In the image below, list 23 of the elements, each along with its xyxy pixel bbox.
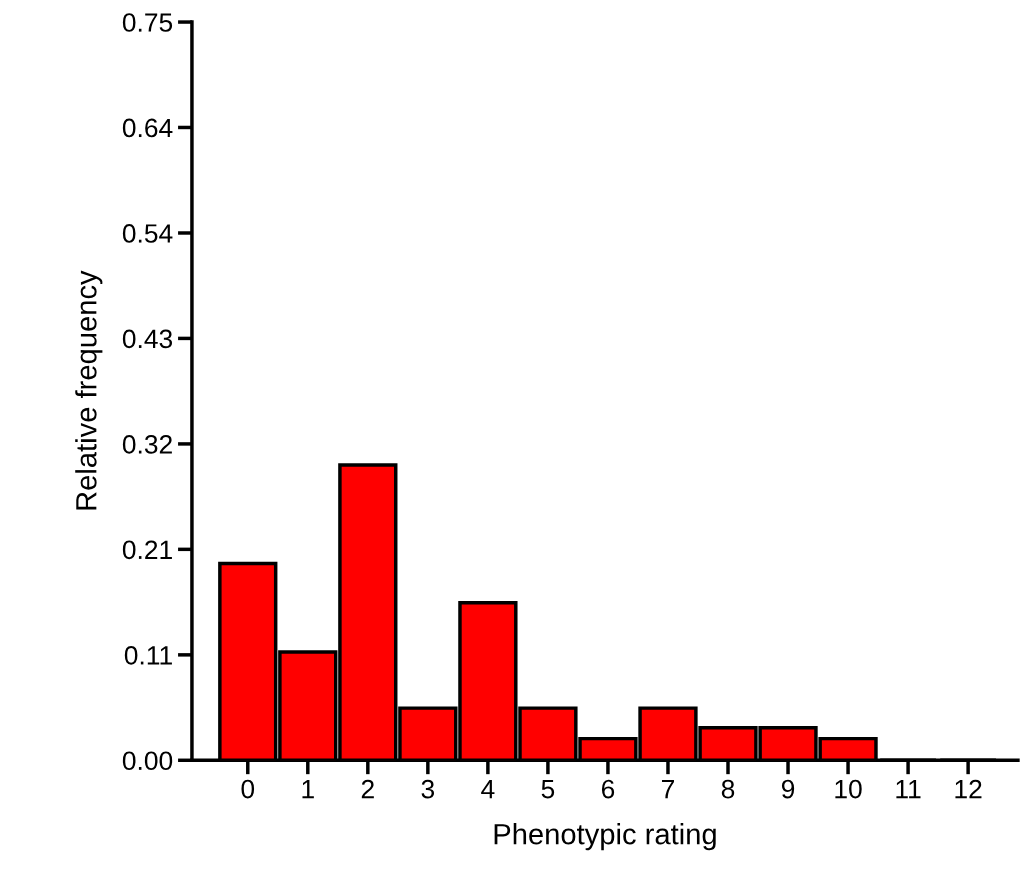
y-tick-label: 0.54 bbox=[122, 224, 173, 243]
y-tick-label: 0.64 bbox=[122, 118, 173, 138]
y-tick-label: 0.00 bbox=[122, 751, 173, 771]
x-tick-label: 0 bbox=[241, 779, 255, 799]
x-tick-label: 10 bbox=[835, 779, 862, 799]
y-tick-label: 0.32 bbox=[122, 435, 172, 454]
x-tick-label: 7 bbox=[661, 780, 674, 799]
y-tick-label: 0.11 bbox=[124, 646, 172, 665]
x-tick-label: 2 bbox=[361, 779, 374, 799]
x-tick-label: 1 bbox=[302, 780, 314, 799]
y-axis-title: Relative frequency bbox=[75, 270, 103, 510]
y-tick-label: 0.43 bbox=[122, 329, 173, 349]
y-tick-label: 0.21 bbox=[122, 540, 172, 560]
x-axis-title: Phenotypic rating bbox=[494, 823, 716, 851]
x-tick-label: 12 bbox=[955, 779, 982, 799]
x-tick-label: 4 bbox=[481, 780, 495, 799]
x-tick-label: 6 bbox=[601, 779, 615, 799]
x-tick-label: 8 bbox=[721, 779, 735, 799]
y-tick-label: 0.75 bbox=[122, 13, 173, 32]
x-tick-label: 11 bbox=[896, 780, 921, 799]
x-tick-label: 5 bbox=[541, 780, 555, 799]
x-tick-label: 3 bbox=[421, 779, 435, 799]
x-tick-label: 9 bbox=[781, 779, 795, 799]
